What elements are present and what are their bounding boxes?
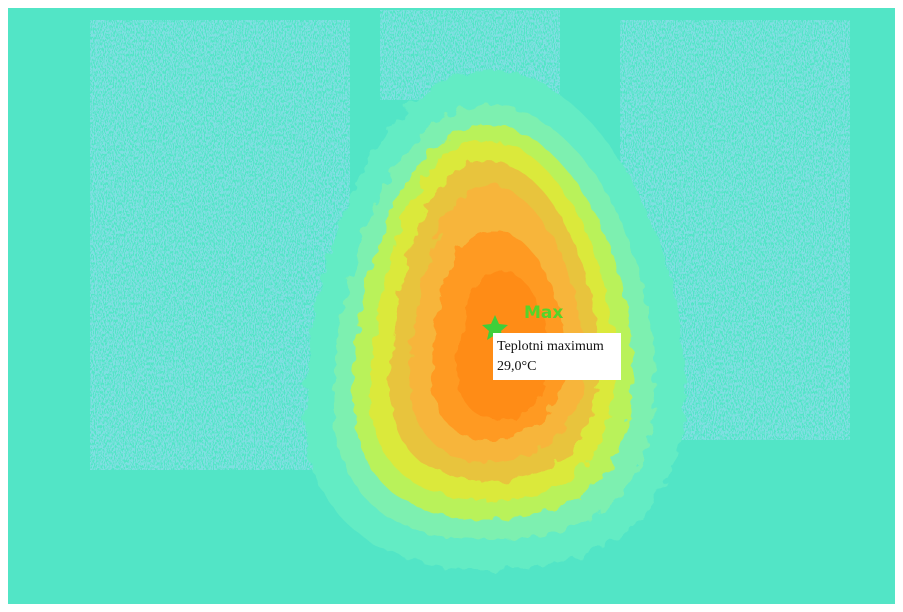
thermal-screenshot: Max Teplotni maximum 29,0°C <box>0 0 903 612</box>
max-label: Max <box>524 303 563 323</box>
thermal-image <box>8 8 895 604</box>
tooltip-title: Teplotni maximum <box>497 339 604 354</box>
tooltip: Teplotni maximum 29,0°C <box>493 333 621 380</box>
tooltip-value: 29,0°C <box>497 359 536 374</box>
